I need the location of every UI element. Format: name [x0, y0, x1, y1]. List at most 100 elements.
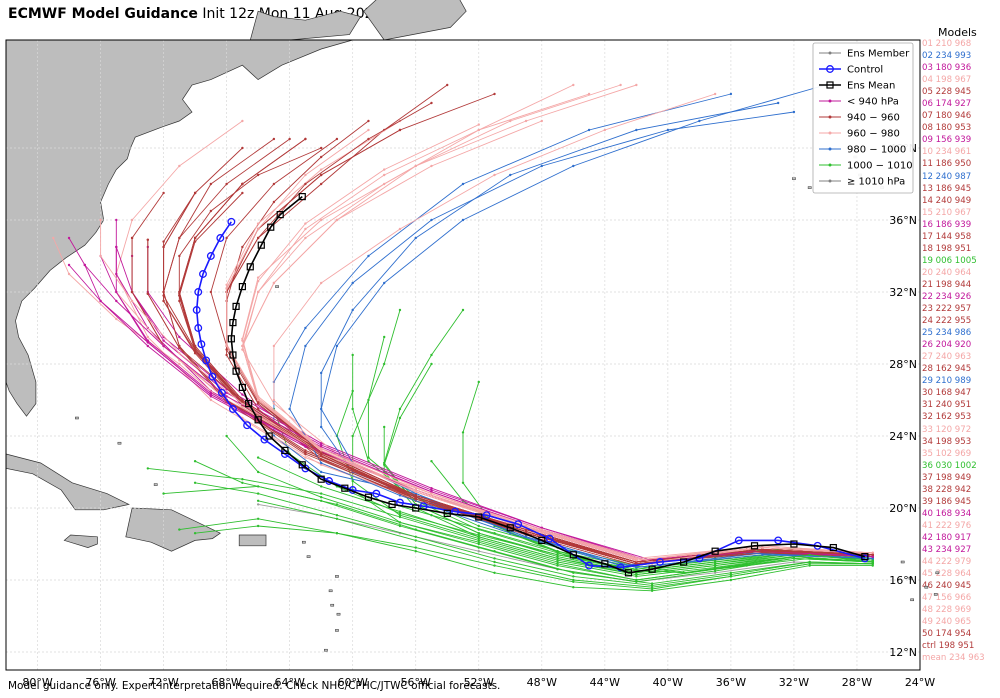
ensemble-track-point [162, 344, 165, 348]
ensemble-track-point [430, 164, 433, 168]
ensemble-track-green-point [256, 456, 260, 459]
model-entry: 14 240 949 [922, 195, 972, 206]
ensemble-track-point [304, 173, 307, 177]
x-tick-label: 48°W [527, 676, 557, 689]
ensemble-track-point [99, 254, 102, 258]
island-shape [807, 186, 812, 189]
model-entry: 42 180 917 [922, 532, 972, 543]
ensemble-track-green-point [556, 559, 559, 562]
ensemble-track-point [225, 348, 228, 351]
ensemble-track-point [178, 362, 181, 366]
y-tick-label: 20°N [889, 502, 917, 515]
ensemble-track-point [540, 119, 543, 123]
legend-marker [826, 65, 834, 73]
mean-point [276, 211, 284, 219]
ensemble-track-point [792, 110, 796, 114]
island-shape [328, 589, 333, 593]
control-point [616, 563, 625, 572]
control-point [482, 511, 491, 520]
ensemble-track-green-point [383, 362, 386, 366]
ensemble-track-green-point [319, 492, 323, 495]
legend-marker [828, 99, 832, 103]
model-entry: 37 198 949 [922, 472, 972, 483]
ensemble-track-point [146, 335, 150, 339]
ensemble-track-point [871, 560, 874, 564]
ensemble-track-point [178, 164, 181, 168]
model-entry: 43 234 927 [922, 544, 972, 555]
ensemble-track-point [272, 182, 276, 186]
ensemble-track-point [461, 218, 465, 222]
model-entry: 17 144 958 [922, 231, 972, 242]
mean-point [538, 536, 546, 545]
control-track [195, 221, 866, 569]
ensemble-track-point [241, 146, 244, 150]
ensemble-track-point [761, 546, 764, 549]
ensemble-track-point [713, 92, 717, 96]
ensemble-track-point [871, 551, 874, 555]
ensemble-track-point [225, 182, 228, 186]
land-shape [63, 534, 98, 548]
x-tick-label: 72°W [148, 676, 178, 689]
island-shape [153, 483, 158, 486]
model-entry: 05 228 945 [922, 87, 972, 98]
ensemble-track-green-point [461, 481, 465, 484]
ensemble-track-green-point [383, 335, 386, 339]
ensemble-track-point [115, 290, 118, 294]
mean-point [229, 319, 237, 327]
ensemble-track-green-point [193, 532, 197, 535]
mean-point [229, 351, 237, 359]
model-entry: 16 186 939 [922, 219, 972, 230]
ensemble-track-point [256, 276, 260, 279]
ensemble-track-green-point [493, 557, 496, 560]
ensemble-track-green-point [572, 575, 575, 578]
ensemble-track-green-point [414, 539, 417, 542]
ensemble-track-point [414, 497, 417, 501]
ensemble-track-point [209, 290, 213, 294]
x-tick-label: 24°W [905, 676, 935, 689]
ensemble-track-green-point [792, 557, 796, 560]
ensemble-track-green-point [335, 514, 339, 517]
ensemble-track-green-point [256, 499, 260, 502]
ensemble-track-point [130, 290, 134, 294]
model-entry: 12 240 987 [922, 171, 972, 182]
model-entry: 47 156 966 [922, 593, 972, 604]
model-entry: 44 222 979 [922, 557, 972, 568]
ensemble-track-point [256, 173, 260, 177]
ensemble-track-point [115, 245, 118, 249]
mean-point [245, 400, 253, 408]
x-tick-label: 76°W [85, 676, 115, 689]
ensemble-track-point [99, 299, 102, 303]
ensemble-track-green-point [351, 407, 354, 411]
x-tick-label: 60°W [338, 676, 368, 689]
control-point [656, 558, 664, 566]
ensemble-track-point [367, 137, 370, 141]
ensemble-track-point [178, 346, 181, 349]
ensemble-track-green-point [477, 537, 480, 540]
ensemble-track-green-point [162, 492, 165, 495]
ensemble-track-point [209, 209, 213, 213]
model-entry: 04 198 967 [922, 75, 972, 86]
model-entry: 01 210 968 [922, 39, 972, 49]
ensemble-track-point [241, 339, 244, 342]
ensemble-track-green-point [367, 398, 370, 402]
model-entry: mean 234 963 [922, 653, 985, 664]
ensemble-track-point [304, 182, 307, 186]
ensemble-track-point [256, 236, 260, 240]
ensemble-track-point [319, 168, 323, 171]
ensemble-track-green-point [477, 541, 480, 544]
island-shape [900, 560, 905, 564]
ensemble-track-green-point [477, 535, 480, 538]
ensemble-track-point [178, 335, 181, 339]
ensemble-track-point [304, 344, 307, 348]
legend-marker [828, 131, 832, 135]
ensemble-track-point [319, 454, 323, 457]
map-layer [5, 0, 940, 670]
ensemble-track-grey-point [256, 503, 260, 506]
ensemble-track-point [130, 218, 134, 222]
ensemble-track-point [871, 557, 874, 560]
model-entry: 30 168 947 [922, 388, 972, 399]
ensemble-track-point [52, 236, 55, 240]
ensemble-track-green-point [335, 517, 339, 520]
ensemble-track-point [430, 490, 433, 493]
ensemble-track-green-point [256, 470, 260, 474]
